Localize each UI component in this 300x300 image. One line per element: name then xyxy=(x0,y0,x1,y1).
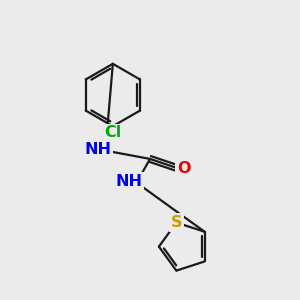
Text: NH: NH xyxy=(116,174,143,189)
Text: O: O xyxy=(177,161,190,176)
Text: S: S xyxy=(171,215,182,230)
Text: Cl: Cl xyxy=(104,125,122,140)
Text: NH: NH xyxy=(85,142,112,157)
